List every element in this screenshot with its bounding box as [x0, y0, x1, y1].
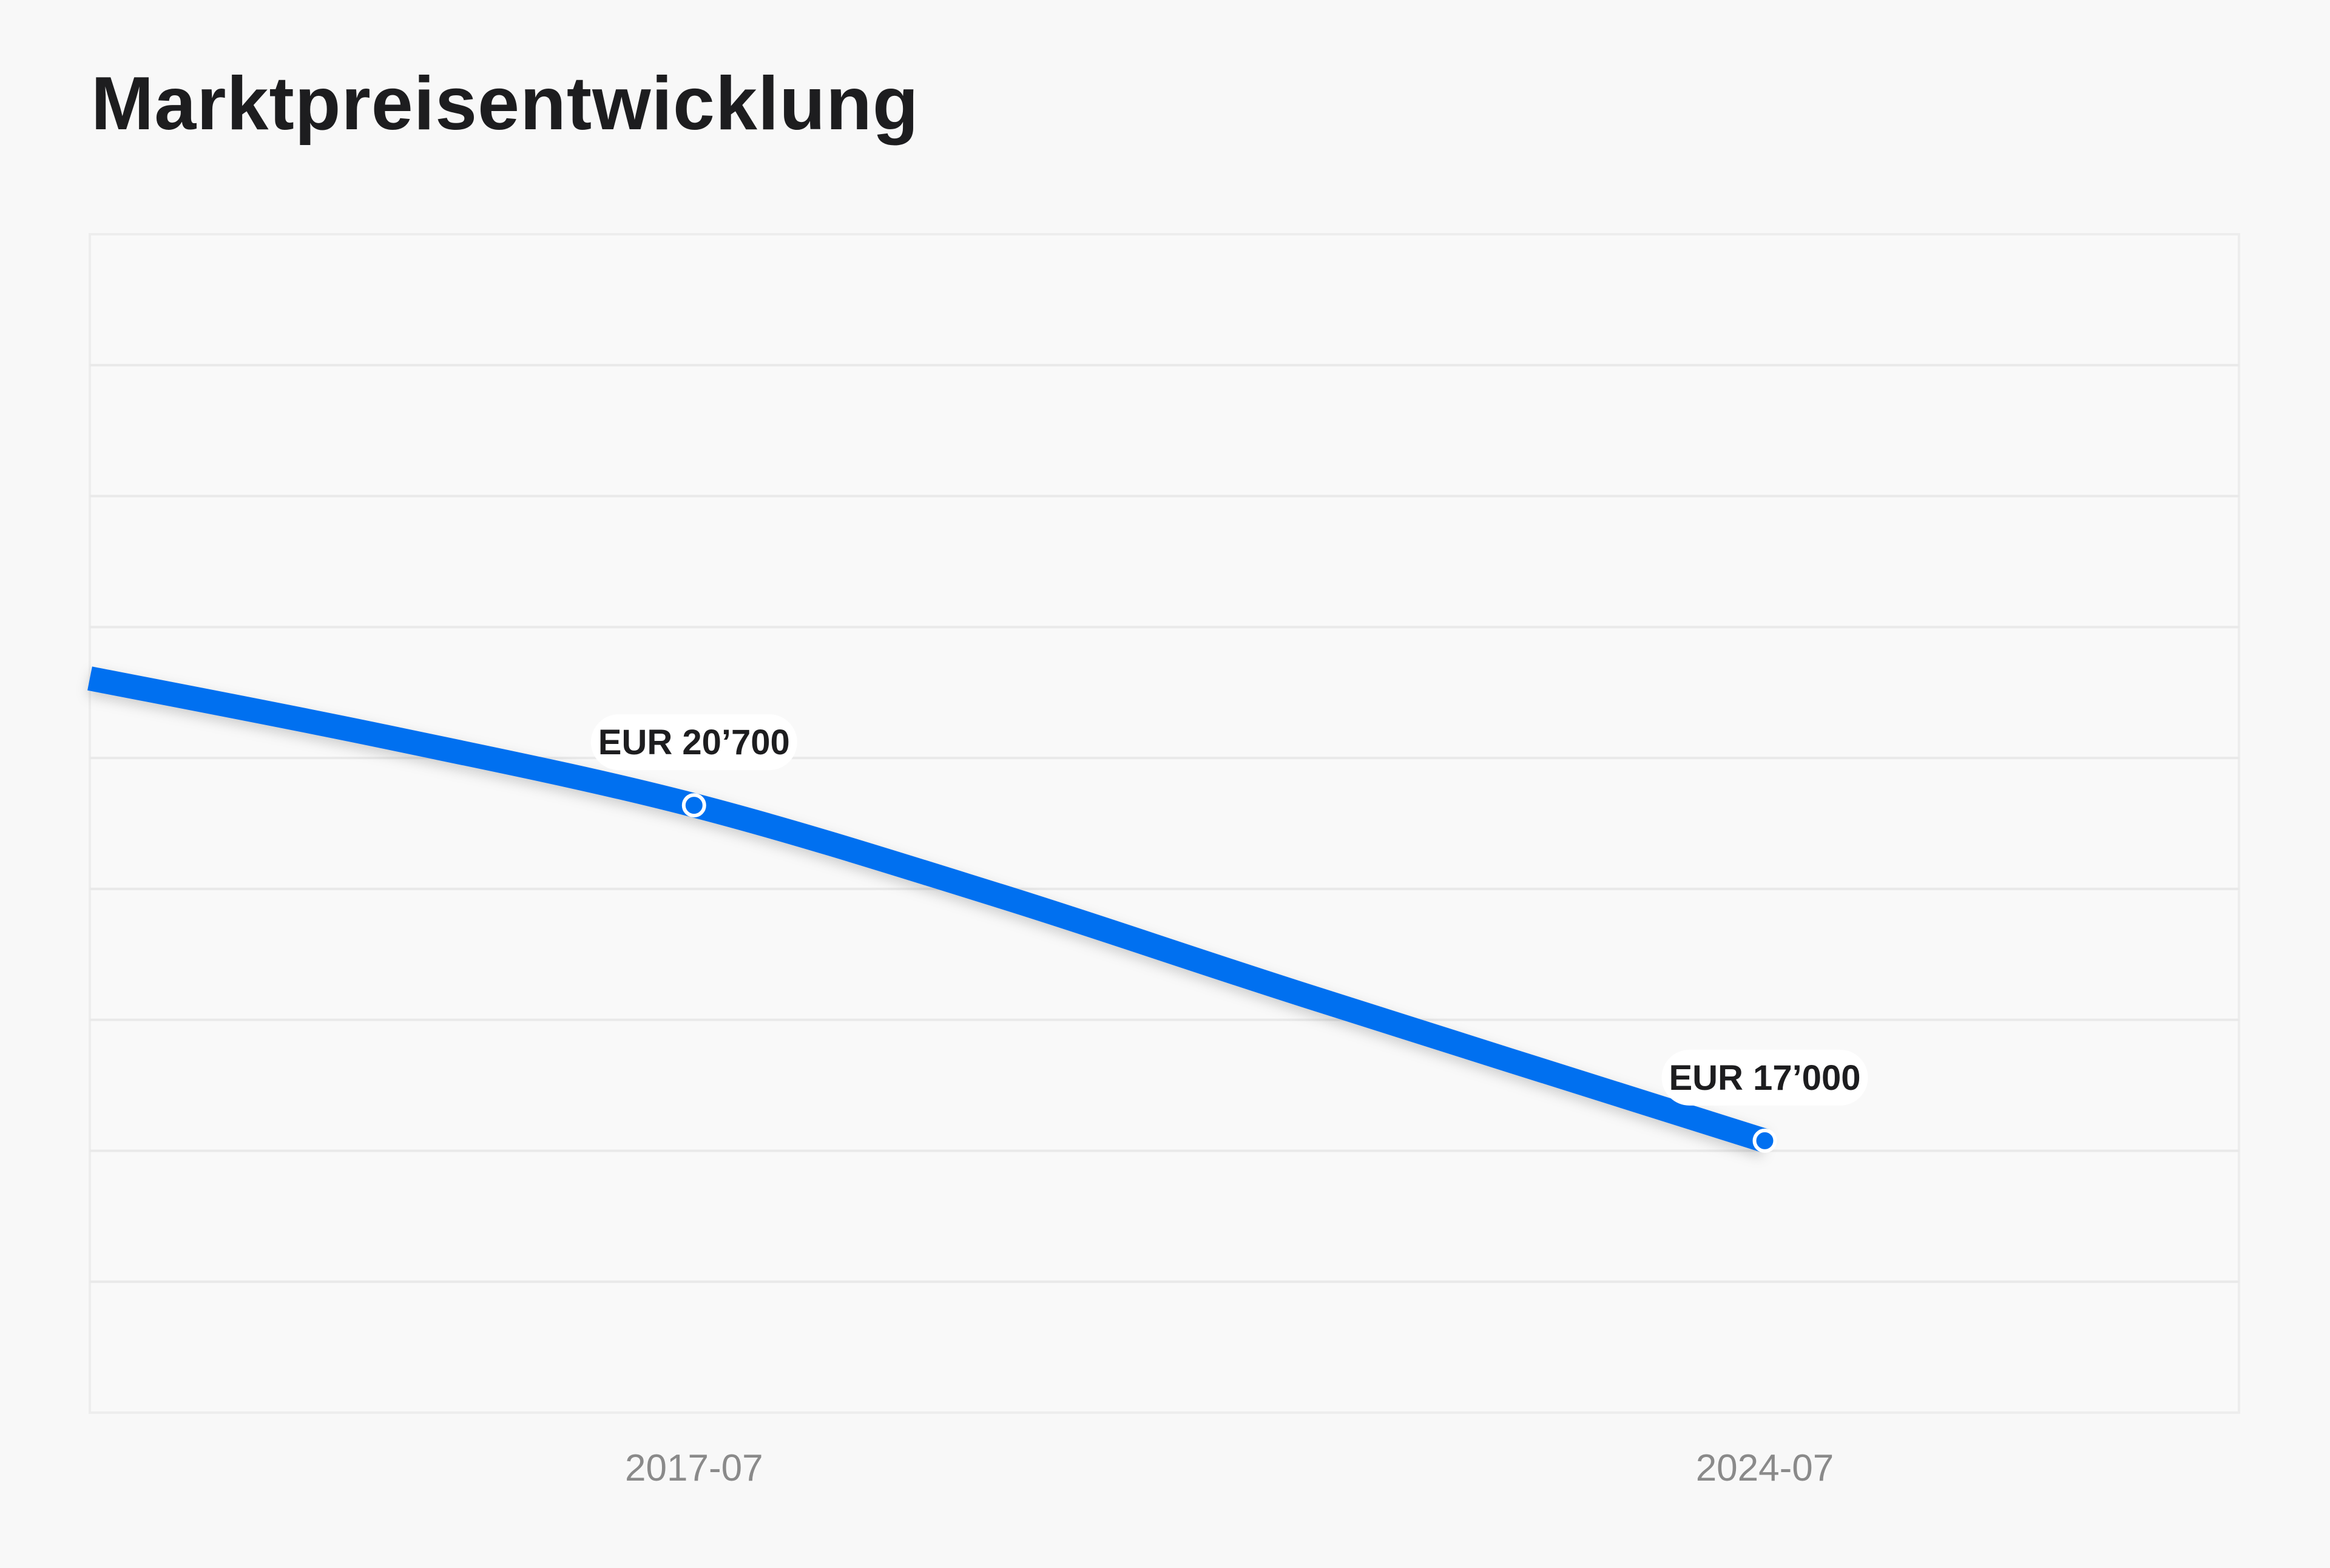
- x-axis-ticks: 2017-07 2024-07: [625, 1447, 1834, 1489]
- x-tick-label: 2024-07: [1696, 1447, 1834, 1489]
- series-line-marktpreis: [87, 666, 1769, 1152]
- x-tick-label: 2017-07: [625, 1447, 763, 1489]
- data-points: EUR 20’700 EUR 17’000: [590, 714, 1868, 1153]
- data-point[interactable]: [1752, 1128, 1777, 1153]
- page-title: Marktpreisentwicklung: [91, 62, 919, 146]
- series-layer: [87, 666, 1769, 1152]
- data-label-background: [1661, 1049, 1868, 1106]
- data-point[interactable]: [681, 793, 706, 818]
- data-label-background: [590, 714, 797, 771]
- plot-area: [89, 233, 2240, 1414]
- data-label: EUR 20’700: [598, 723, 790, 762]
- data-label: EUR 17’000: [1669, 1058, 1860, 1098]
